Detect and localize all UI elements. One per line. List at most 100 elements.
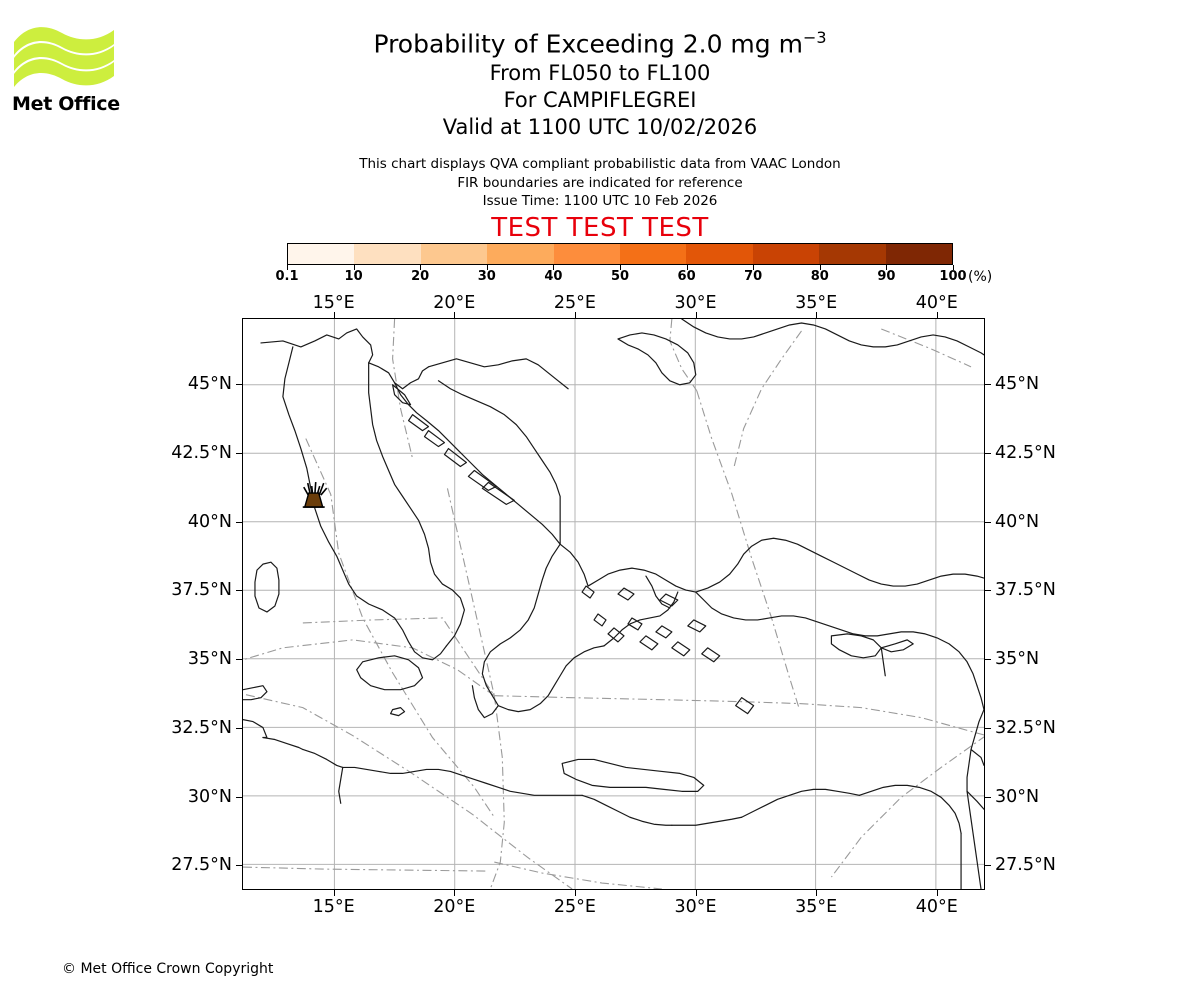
colorbar-label-30: 30 — [477, 269, 496, 284]
lon-label-top-20: 20°E — [433, 293, 476, 313]
coastlines — [243, 319, 984, 889]
colorbar-label-100: 100 — [939, 269, 967, 284]
lat-label-left-45: 45°N — [187, 374, 232, 394]
chart-title-block: Probability of Exceeding 2.0 mg m−3 From… — [0, 22, 1200, 141]
colorbar-tick-50 — [620, 265, 621, 270]
colorbar-label-70: 70 — [744, 269, 763, 284]
lat-tick-right-42.5 — [985, 452, 991, 454]
lon-label-top-40: 40°E — [915, 293, 958, 313]
lat-label-left-27.5: 27.5°N — [171, 855, 232, 876]
colorbar-label-90: 90 — [877, 269, 896, 284]
colorbar-tick-0.1 — [287, 265, 288, 270]
colorbar-tick-axis: 0.1 10 20 30 40 50 60 70 80 90 100 — [275, 265, 967, 285]
lat-label-left-35: 35°N — [187, 649, 232, 669]
colorbar-tick-90 — [886, 265, 888, 270]
colorbar-label-50: 50 — [610, 269, 630, 284]
colorbar-tick-80 — [819, 265, 821, 270]
lat-tick-left-37.5 — [236, 590, 242, 592]
note-fir-boundaries: FIR boundaries are indicated for referen… — [457, 174, 743, 191]
lon-label-bottom-35: 35°E — [795, 897, 838, 917]
colorbar-band-3 — [487, 244, 554, 264]
page-title: Probability of Exceeding 2.0 mg m−3 — [0, 22, 1200, 60]
lat-label-left-30: 30°N — [187, 786, 232, 807]
colorbar-label-40: 40 — [544, 269, 563, 284]
lat-tick-left-35 — [236, 659, 242, 660]
lon-tick-top-35 — [816, 312, 818, 318]
lat-tick-right-37.5 — [985, 590, 991, 592]
volcano-plume-spike-0 — [303, 486, 309, 496]
lon-label-top-15: 15°E — [312, 293, 355, 313]
title-volcano-name: For CAMPIFLEGREI — [503, 88, 697, 113]
lat-label-right-37.5: 37.5°N — [995, 580, 1056, 601]
lon-tick-bottom-35 — [816, 890, 818, 896]
colorbar-band-9 — [885, 244, 953, 264]
lon-label-top-25: 25°E — [553, 293, 596, 313]
lon-label-top-30: 30°E — [674, 293, 717, 313]
colorbar-label-80: 80 — [810, 269, 829, 284]
lon-label-bottom-30: 30°E — [674, 897, 717, 917]
colorbar-tick-100 — [953, 265, 954, 270]
colorbar-tick-70 — [753, 265, 755, 270]
lat-label-right-32.5: 32.5°N — [995, 717, 1056, 738]
lon-tick-bottom-15 — [333, 890, 335, 896]
colorbar-label-0.1: 0.1 — [275, 269, 299, 284]
colorbar-tick-30 — [486, 265, 488, 270]
colorbar-band-0 — [288, 244, 355, 264]
colorbar-band-8 — [819, 244, 886, 264]
lat-tick-right-40 — [985, 521, 991, 523]
title-exponent: −3 — [802, 28, 827, 47]
met-office-logo: Met Office — [12, 22, 122, 117]
lon-tick-bottom-25 — [574, 890, 576, 896]
colorbar-band-2 — [420, 244, 488, 264]
fir-boundaries — [243, 319, 984, 889]
lat-tick-right-45 — [985, 384, 991, 385]
colorbar-unit-label: (%) — [968, 269, 993, 285]
note-qva-compliance: This chart displays QVA compliant probab… — [359, 156, 841, 172]
lon-tick-top-30 — [695, 312, 697, 318]
test-banner: TEST TEST TEST — [491, 213, 709, 243]
lat-tick-right-35 — [985, 659, 991, 660]
lat-label-left-40: 40°N — [187, 511, 232, 532]
lon-tick-top-20 — [454, 312, 456, 318]
colorbar-label-60: 60 — [677, 269, 696, 284]
colorbar-tick-60 — [686, 265, 688, 270]
colorbar-band-7 — [752, 244, 820, 264]
colorbar-tick-20 — [420, 265, 422, 270]
map-plot-area[interactable] — [242, 318, 985, 890]
lat-label-right-27.5: 27.5°N — [995, 855, 1056, 876]
lon-tick-top-15 — [333, 312, 335, 318]
met-office-waves-icon — [14, 27, 114, 87]
lat-label-left-37.5: 37.5°N — [171, 580, 232, 601]
lon-label-top-35: 35°E — [795, 293, 838, 313]
title-main-text: Probability of Exceeding 2.0 mg m — [373, 29, 803, 59]
lat-tick-left-32.5 — [236, 727, 242, 729]
lon-tick-bottom-20 — [454, 890, 456, 896]
colorbar-band-5 — [620, 244, 687, 264]
lon-tick-top-25 — [574, 312, 576, 318]
volcano-plume-spike-5 — [318, 482, 325, 496]
lat-tick-left-30 — [236, 796, 242, 798]
colorbar-bands — [287, 243, 953, 265]
lat-label-left-42.5: 42.5°N — [171, 442, 232, 463]
lon-label-bottom-20: 20°E — [433, 897, 476, 917]
colorbar-label-10: 10 — [344, 269, 363, 284]
lat-tick-right-32.5 — [985, 727, 991, 729]
lon-tick-bottom-30 — [695, 890, 697, 896]
lat-label-right-30: 30°N — [995, 786, 1040, 807]
lon-label-bottom-25: 25°E — [553, 897, 596, 917]
lon-label-bottom-15: 15°E — [312, 897, 355, 917]
map-geography — [243, 319, 984, 889]
lon-label-bottom-40: 40°E — [915, 897, 958, 917]
volcano-plume-spike-6 — [320, 487, 328, 496]
colorbar-label-20: 20 — [411, 269, 430, 284]
title-flight-levels: From FL050 to FL100 — [489, 61, 711, 86]
copyright-footer: © Met Office Crown Copyright — [62, 961, 274, 977]
colorbar-band-6 — [686, 244, 753, 264]
lat-label-right-40: 40°N — [995, 511, 1040, 532]
graticule-lines — [243, 319, 984, 889]
lat-label-left-32.5: 32.5°N — [171, 717, 232, 738]
chart-notes: This chart displays QVA compliant probab… — [0, 155, 1200, 211]
lon-tick-top-40 — [936, 312, 938, 318]
volcano-cone — [303, 492, 324, 508]
lat-tick-left-45 — [236, 384, 242, 385]
